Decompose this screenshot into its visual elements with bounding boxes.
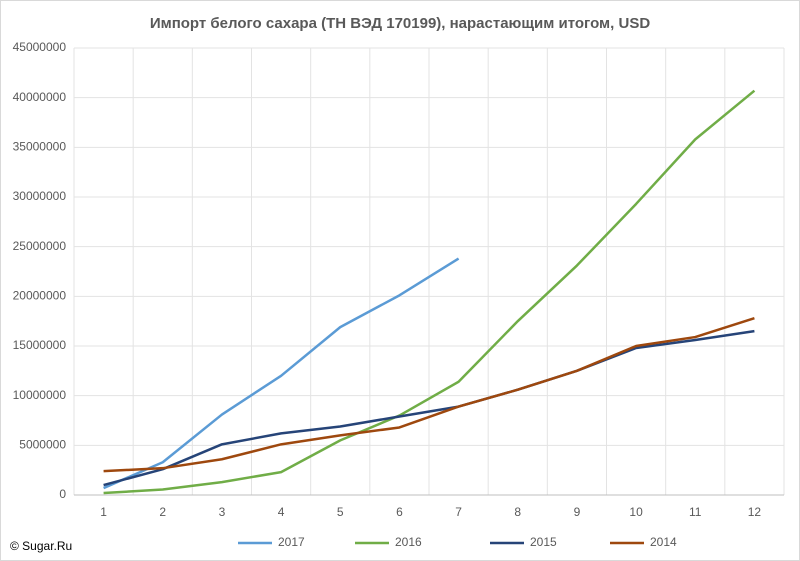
- y-tick-label: 45000000: [13, 40, 67, 54]
- x-tick-label: 4: [278, 505, 285, 519]
- series-line: [103, 89, 756, 495]
- x-tick-label: 5: [337, 505, 344, 519]
- series-line: [103, 316, 755, 473]
- y-tick-label: 0: [59, 487, 66, 501]
- x-tick-label: 10: [629, 505, 643, 519]
- legend-label: 2014: [650, 535, 677, 549]
- y-tick-label: 15000000: [13, 338, 67, 352]
- x-tick-label: 3: [219, 505, 226, 519]
- x-tick-label: 6: [396, 505, 403, 519]
- y-tick-label: 25000000: [13, 239, 67, 253]
- series-line: [103, 329, 755, 487]
- x-tick-label: 2: [159, 505, 166, 519]
- y-tick-label: 20000000: [13, 289, 67, 303]
- x-tick-label: 9: [574, 505, 581, 519]
- y-tick-label: 40000000: [13, 90, 67, 104]
- chart-title: Импорт белого сахара (ТН ВЭД 170199), на…: [150, 15, 651, 32]
- y-tick-label: 5000000: [19, 438, 66, 452]
- y-tick-label: 35000000: [13, 140, 67, 154]
- x-tick-label: 11: [689, 505, 702, 519]
- credit: © Sugar.Ru: [10, 539, 72, 553]
- y-tick-label: 10000000: [13, 388, 67, 402]
- legend-label: 2016: [395, 535, 422, 549]
- y-tick-label: 30000000: [13, 189, 67, 203]
- legend-label: 2017: [278, 535, 305, 549]
- x-tick-label: 12: [748, 505, 762, 519]
- x-tick-label: 7: [455, 505, 462, 519]
- series-line: [103, 257, 460, 490]
- legend-label: 2015: [530, 535, 557, 549]
- x-tick-label: 8: [514, 505, 521, 519]
- x-tick-label: 1: [100, 505, 107, 519]
